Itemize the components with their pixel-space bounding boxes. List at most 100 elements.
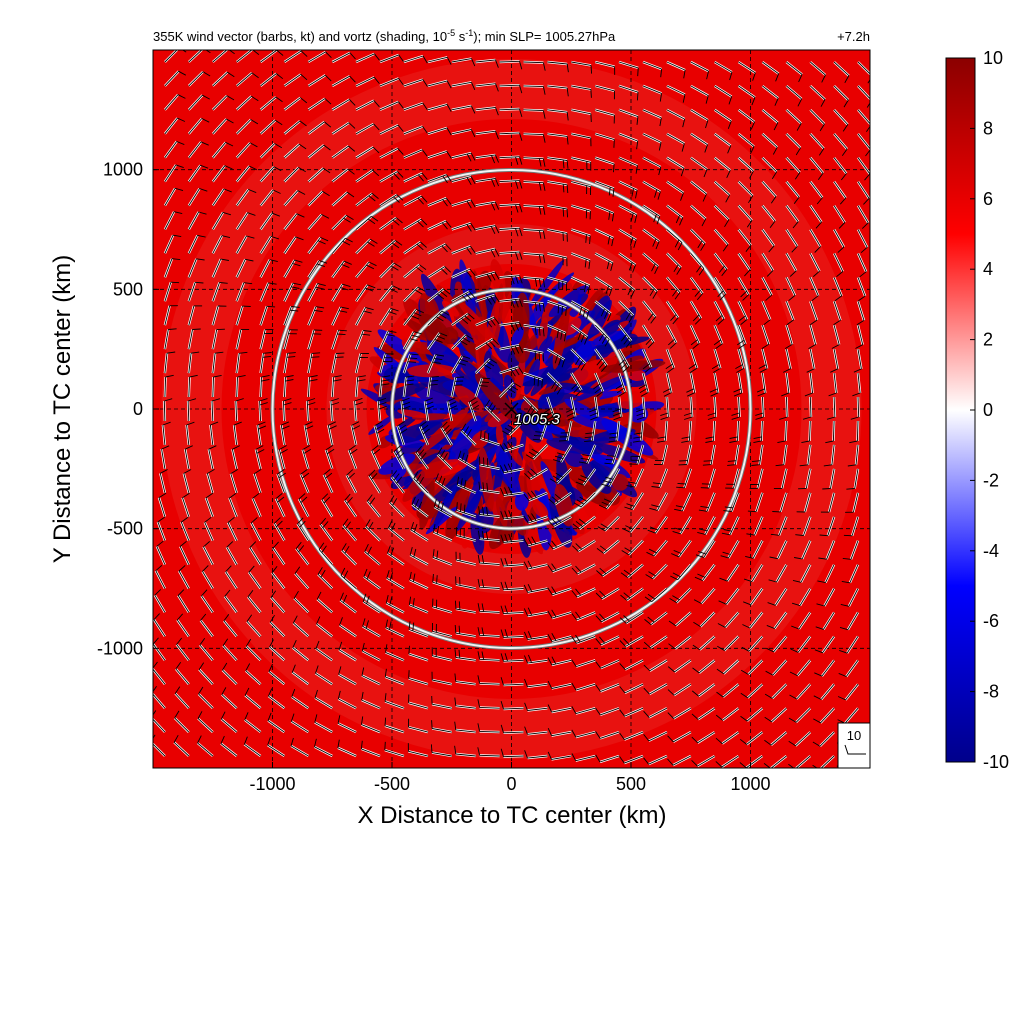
wind-barb-feather [398,424,407,431]
wind-barb-feather [572,523,580,530]
wind-barb-feather [409,338,418,342]
wind-barb-staff [499,366,519,374]
wind-barb-staff [427,332,440,350]
wind-barb [451,245,476,255]
wind-barb [360,740,381,758]
wind-barb [412,471,429,494]
wind-barb-feather [154,589,162,596]
wind-barb-feather [256,449,265,454]
wind-barb [385,594,405,614]
wind-barb-staff [379,194,398,206]
wind-barb [365,519,381,542]
wind-barb-feather [489,358,498,364]
wind-barb [222,614,238,638]
wind-barb [547,632,572,643]
wind-barb [211,374,222,398]
wind-barb [451,57,476,67]
wind-barb-feather [393,173,400,180]
wind-barb [331,121,356,135]
wind-barb [571,539,596,553]
wind-barb-staff [499,156,520,159]
wind-barb-feather [470,129,476,138]
wind-barb-feather [348,472,356,480]
wind-barb-feather [275,119,283,126]
wind-barb-feather [551,656,557,665]
wind-barb [211,282,228,302]
wind-barb-feather [249,165,257,171]
wind-barb-feather [227,71,235,78]
wind-barb [523,324,545,337]
wind-barb-feather [557,452,566,456]
wind-barb-feather [485,342,493,350]
wind-barb-feather [494,248,500,257]
wind-barb [455,576,476,590]
wind-barb-feather [822,488,831,490]
wind-barb-staff [475,271,496,278]
wind-barb-feather [477,530,481,539]
wind-barb-staff [503,731,524,734]
wind-barb-feather [320,569,326,578]
wind-barb-staff [451,58,472,63]
wind-barb-staff [226,546,238,565]
wind-barb-feather [246,235,255,239]
wind-barb [575,468,597,486]
wind-barb-staff [576,588,596,598]
wind-barb-feather [229,492,237,499]
wind-barb-feather [302,445,311,450]
wind-barb-feather [416,243,424,251]
wind-barb-feather [575,357,581,365]
wind-barb-staff [253,473,262,493]
colorbar-tick-label: -2 [983,470,999,490]
wind-barb [339,592,357,614]
wind-barb [402,353,419,374]
wind-barb [211,188,232,207]
wind-barb-staff [451,152,472,159]
wind-barb [409,571,429,590]
wind-barb-feather [433,498,437,508]
wind-barb [278,445,288,470]
wind-barb [282,398,292,422]
wind-barb-feather [590,416,599,421]
wind-barb [187,70,211,87]
wind-barb-feather [563,333,567,342]
wind-barb-staff [408,677,429,685]
wind-barb-feather [500,487,505,496]
wind-barb-feather [153,613,160,620]
wind-barb-staff [379,217,397,230]
wind-barb-feather [538,206,542,215]
wind-barb-feather [443,288,451,295]
wind-barb-feather [363,310,372,314]
wind-barb-feather [504,534,508,543]
wind-barb-feather [431,720,433,729]
wind-barb-feather [314,738,317,747]
wind-barb-feather [174,187,184,192]
wind-barb [342,518,358,542]
wind-barb-feather [181,50,187,53]
wind-barb-staff [403,309,417,326]
wind-barb [523,348,544,362]
wind-barb-feather [470,82,476,90]
wind-barb-feather [272,541,279,549]
wind-barb-feather [373,76,380,84]
wind-barb [547,108,569,121]
wind-barb-feather [186,421,195,426]
wind-barb-staff [187,400,190,422]
wind-barb-feather [297,517,304,525]
wind-barb-staff [355,238,371,254]
wind-barb-feather [477,699,481,708]
wind-barb-feather [341,264,350,269]
wind-barb-feather [547,704,553,713]
wind-barb-feather [392,498,398,506]
wind-barb [235,95,259,111]
wind-barb-staff [315,672,333,685]
wind-barb-staff [455,705,476,709]
wind-barb-feather [584,440,593,443]
wind-barb-staff [552,588,572,596]
wind-barb-staff [433,531,452,542]
wind-barb-feather [371,445,379,451]
vorticity-cell [397,409,429,419]
wind-barb-staff [244,743,261,757]
wind-barb-staff [571,324,588,338]
wind-barb [407,743,429,758]
vorticity-cell [574,375,625,402]
